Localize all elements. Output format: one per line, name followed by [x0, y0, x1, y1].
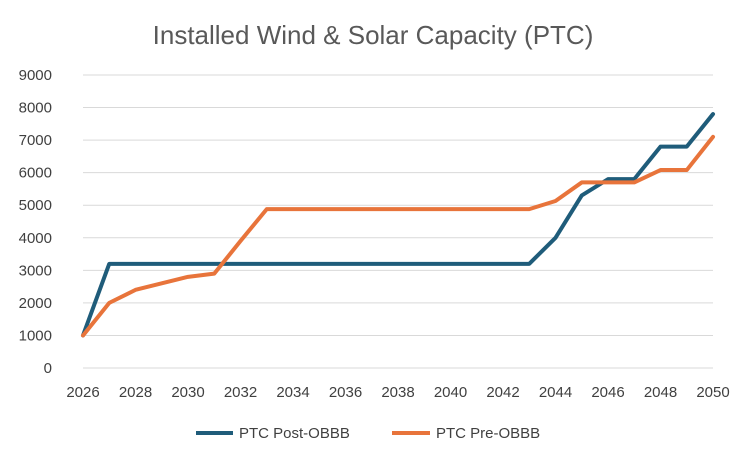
series-line-post-obbb: [81, 112, 715, 338]
y-tick-label: 1000: [19, 327, 52, 344]
series-line-pre-obbb: [81, 134, 715, 338]
y-tick-label: 5000: [19, 197, 52, 214]
x-tick-label: 2044: [539, 384, 572, 401]
legend-label: PTC Post-OBBB: [239, 425, 350, 442]
x-tick-label: 2048: [644, 384, 677, 401]
gridlines: [83, 74, 713, 369]
y-tick-label: 3000: [19, 262, 52, 279]
x-tick-label: 2030: [171, 384, 204, 401]
y-tick-label: 6000: [19, 165, 52, 182]
x-tick-label: 2050: [696, 384, 729, 401]
x-tick-label: 2034: [276, 384, 309, 401]
x-tick-label: 2042: [486, 384, 519, 401]
y-tick-label: 4000: [19, 230, 52, 247]
x-tick-label: 2036: [329, 384, 362, 401]
y-tick-label: 2000: [19, 295, 52, 312]
x-tick-label: 2028: [119, 384, 152, 401]
y-axis-tick-labels: 0 1000 2000 3000 4000 5000 6000 7000 8000 9000: [19, 67, 52, 377]
x-tick-label: 2032: [224, 384, 257, 401]
y-tick-label: 8000: [19, 100, 52, 117]
x-tick-label: 2038: [381, 384, 414, 401]
series-lines: [81, 112, 715, 338]
chart-title: Installed Wind & Solar Capacity (PTC): [153, 20, 594, 50]
legend: PTC Post-OBBB PTC Pre-OBBB: [196, 425, 540, 442]
legend-label: PTC Pre-OBBB: [436, 425, 540, 442]
x-axis-tick-labels: 2026 2028 2030 2032 2034 2036 2038 2040 2042 2044…: [66, 384, 729, 401]
x-tick-label: 2026: [66, 384, 99, 401]
y-tick-label: 0: [44, 360, 52, 377]
x-tick-label: 2040: [434, 384, 467, 401]
y-tick-label: 7000: [19, 132, 52, 149]
x-tick-label: 2046: [591, 384, 624, 401]
y-tick-label: 9000: [19, 67, 52, 84]
